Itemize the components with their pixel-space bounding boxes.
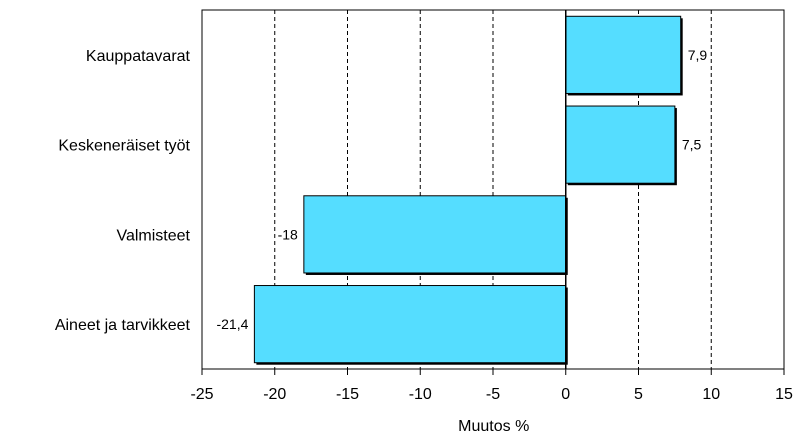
axes xyxy=(201,9,785,375)
bar-1 xyxy=(565,105,676,184)
data-label-2: -18 xyxy=(278,226,298,242)
category-label-2: Valmisteet xyxy=(116,227,190,244)
category-label-1: Keskeneräiset työt xyxy=(58,138,190,155)
data-label-1: 7,5 xyxy=(682,137,702,153)
x-tick-label-8: 15 xyxy=(775,386,793,403)
x-tick-label-7: 10 xyxy=(702,386,720,403)
bar-2 xyxy=(303,195,567,274)
x-tick-label-4: -5 xyxy=(486,386,500,403)
bars xyxy=(253,15,683,365)
x-tick-label-6: 5 xyxy=(634,386,643,403)
x-tick-label-5: 0 xyxy=(561,386,570,403)
category-label-3: Aineet ja tarvikkeet xyxy=(55,317,191,334)
bar-3 xyxy=(253,285,567,364)
x-tick-label-2: -15 xyxy=(336,386,359,403)
x-tick-label-1: -20 xyxy=(263,386,286,403)
category-label-0: Kauppatavarat xyxy=(86,48,191,65)
x-tick-label-0: -25 xyxy=(190,386,213,403)
x-tick-label-3: -10 xyxy=(409,386,432,403)
data-label-3: -21,4 xyxy=(216,316,248,332)
bar-0 xyxy=(565,15,682,94)
labels: 7,9 Kauppatavarat 7,5 Keskeneräiset työt -18… xyxy=(55,47,793,403)
x-axis-title: Muutos % xyxy=(458,418,529,435)
data-label-0: 7,9 xyxy=(688,47,708,63)
